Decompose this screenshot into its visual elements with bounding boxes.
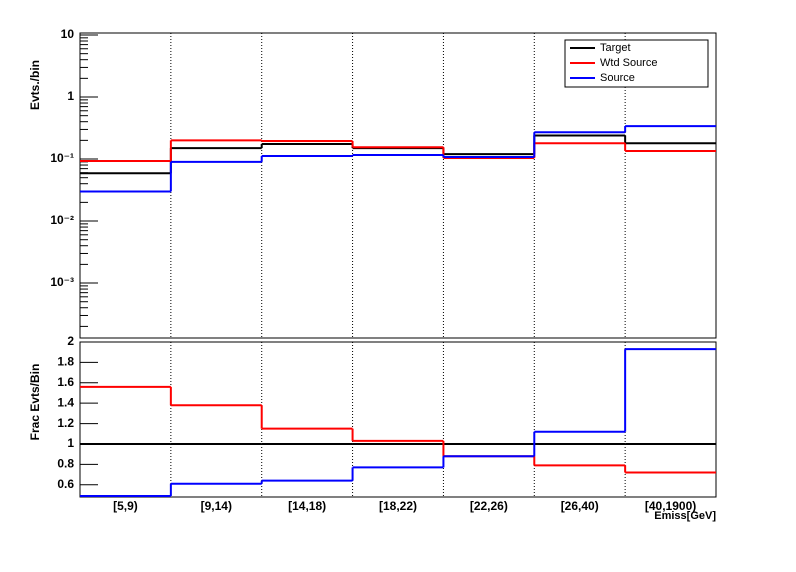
frame: [79, 32, 717, 339]
legend-label: Wtd Source: [600, 57, 657, 69]
x-tick-label: [14,18): [288, 499, 326, 513]
x-axis-label: Emiss[GeV]: [654, 510, 716, 522]
y-tick-label: 10⁻¹: [50, 151, 74, 165]
x-tick-label: [18,22): [379, 499, 417, 513]
x-tick-label: [5,9): [113, 499, 138, 513]
y-tick-label: 1: [67, 89, 74, 103]
x-tick-label: [40,1900): [645, 499, 696, 513]
x-tick-label: [22,26): [470, 499, 508, 513]
y-axis-label: Evts./bin: [28, 60, 42, 110]
y-tick-label: 2: [67, 334, 74, 348]
y-tick-label: 1.6: [57, 375, 74, 389]
y-tick-label: 10⁻²: [50, 213, 74, 227]
y-tick-label: 0.6: [57, 477, 74, 491]
x-tick-label: [9,14): [201, 499, 232, 513]
y-tick-label: 1.2: [57, 416, 74, 430]
y-tick-label: 1: [67, 436, 74, 450]
y-axis-label: Frac Evts/Bin: [28, 364, 42, 441]
y-tick-label: 10⁻³: [50, 275, 74, 289]
y-tick-label: 1.4: [57, 395, 74, 409]
frame: [79, 341, 717, 498]
x-tick-label: [26,40): [561, 499, 599, 513]
y-tick-label: 10: [61, 27, 75, 41]
y-tick-label: 1.8: [57, 355, 74, 369]
y-tick-label: 0.8: [57, 457, 74, 471]
legend-label: Target: [600, 42, 631, 54]
legend-label: Source: [600, 72, 635, 84]
